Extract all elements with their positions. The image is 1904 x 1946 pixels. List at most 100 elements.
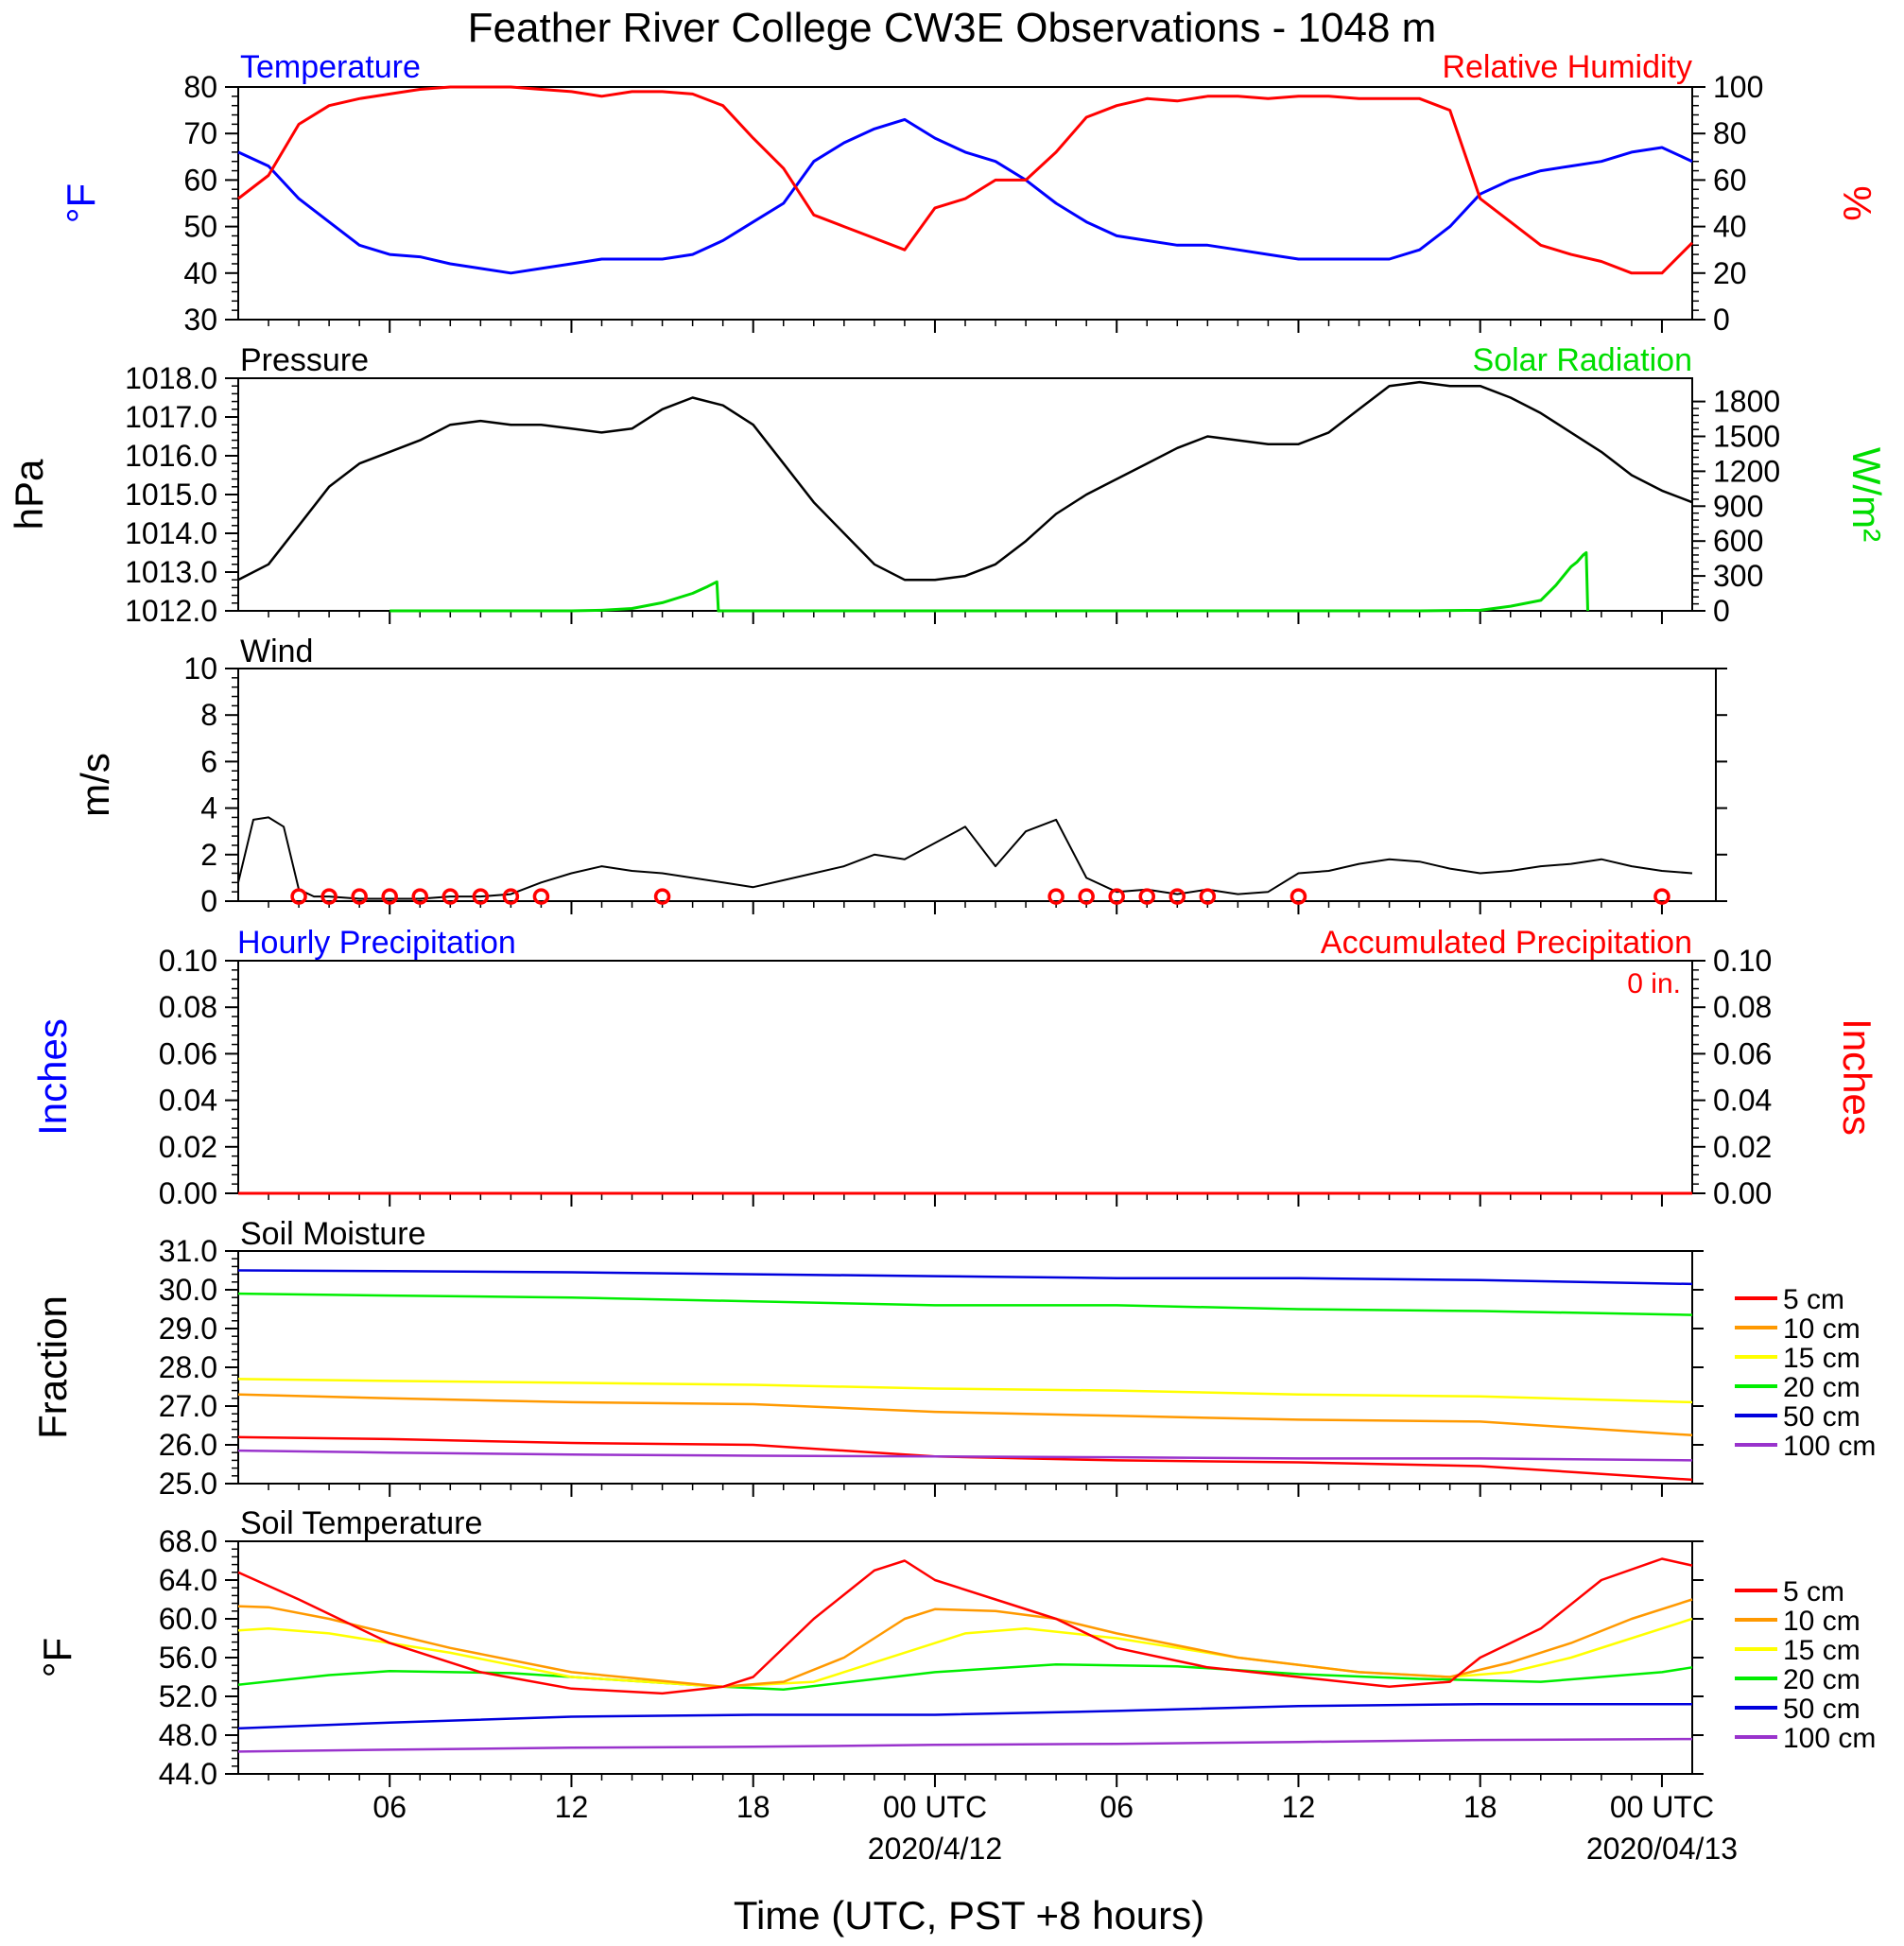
precip-left-tick-label: 0.08	[159, 990, 217, 1024]
pressure-left-tick-label: 1014.0	[125, 516, 217, 550]
pressure-right-tick-label: 300	[1713, 559, 1763, 593]
temp-plot-frame	[237, 86, 1693, 321]
pressure-solar-panel: 1012.0 1013.0 1014.0 1015.0 1016.0 1017.0 1018…	[7, 342, 1889, 628]
calm-wind-marker	[502, 888, 520, 905]
calm-wind-marker	[1199, 888, 1217, 905]
soil-moisture-legend-label: 5 cm	[1783, 1284, 1844, 1315]
pressure-right-tick-label: 1800	[1713, 385, 1780, 419]
precip-left-tick-label: 0.04	[159, 1084, 217, 1118]
time-tick-label: 06	[372, 1790, 407, 1824]
soilm-left-tick-label: 30.0	[159, 1273, 217, 1307]
wind-panel: 0 2 4 6 8 10 Wind m/s	[73, 634, 1727, 918]
soil-moisture-legend-label: 20 cm	[1783, 1372, 1861, 1403]
calm-wind-marker	[351, 888, 368, 905]
calm-wind-marker	[381, 888, 398, 905]
temp-left-tick-label: 50	[183, 210, 217, 244]
temp-ylabel: °F	[59, 183, 103, 223]
wind-left-tick-label: 4	[200, 791, 217, 825]
soil-temperature-line-5	[237, 1737, 1693, 1753]
soilt-left-tick-label: 52.0	[159, 1679, 217, 1713]
calm-wind-marker	[320, 888, 338, 905]
time-tick-label: 12	[555, 1790, 589, 1824]
soilm-left-tick-label: 26.0	[159, 1428, 217, 1462]
precip-left-tick-label: 0.00	[159, 1176, 217, 1210]
precip-left-tick-label: 0.10	[159, 944, 217, 978]
soilt-left-tick-label: 44.0	[159, 1757, 217, 1791]
precip-left-tick-label: 0.06	[159, 1036, 217, 1070]
soil-temperature-legend-label: 5 cm	[1783, 1576, 1844, 1607]
temperature-line	[237, 117, 1693, 275]
temperature-humidity-panel: 30 40 50 60 70 80 0 20 40 60 80 100 Temperature Relat…	[59, 49, 1879, 337]
temp-right-tick-label: 60	[1713, 163, 1747, 197]
soil-temperature-legend-label: 100 cm	[1783, 1723, 1876, 1754]
temp-left-tick-label: 70	[183, 116, 217, 150]
precip-ylabel-left: Inches	[30, 1018, 75, 1136]
soil-moisture-line-1	[237, 1393, 1693, 1437]
x-axis-label: Time (UTC, PST +8 hours)	[734, 1893, 1204, 1937]
calm-wind-marker	[1653, 888, 1670, 905]
calm-wind-marker	[653, 888, 671, 905]
soil-temperature-line-1	[237, 1598, 1693, 1689]
precip-right-tick-label: 0.00	[1713, 1176, 1772, 1210]
soil-moisture-line-4	[237, 1269, 1693, 1286]
soil-moisture-line-5	[237, 1449, 1693, 1462]
calm-wind-marker	[290, 888, 307, 905]
wind-left-tick-label: 10	[183, 652, 217, 686]
wind-left-tick-label: 6	[200, 744, 217, 778]
time-tick-label: 00 UTC	[883, 1790, 987, 1824]
precip-right-tick-label: 0.06	[1713, 1036, 1772, 1070]
temp-left-tick-label: 30	[183, 303, 217, 337]
pressure-title: Pressure	[240, 342, 369, 378]
soil-moisture-legend-label: 100 cm	[1783, 1431, 1876, 1462]
soilm-left-tick-label: 29.0	[159, 1312, 217, 1346]
solar-title: Solar Radiation	[1473, 342, 1692, 378]
calm-wind-marker	[1047, 888, 1065, 905]
temp-right-tick-label: 40	[1713, 210, 1747, 244]
date-label: 2020/04/13	[1586, 1832, 1738, 1866]
soilt-left-tick-label: 60.0	[159, 1602, 217, 1636]
precip-right-tick-label: 0.08	[1713, 990, 1772, 1024]
time-tick-label: 18	[736, 1790, 770, 1824]
soil-moisture-line-2	[237, 1378, 1693, 1404]
pressure-left-tick-label: 1013.0	[125, 555, 217, 589]
calm-wind-marker	[1078, 888, 1095, 905]
temp-right-tick-label: 100	[1713, 70, 1763, 104]
soil-temperature-legend-label: 20 cm	[1783, 1664, 1861, 1695]
temp-right-tick-label: 0	[1713, 303, 1730, 337]
wind-ylabel: m/s	[73, 753, 117, 817]
soil-temperature-line-2	[237, 1617, 1693, 1689]
wind-left-tick-label: 0	[200, 884, 217, 918]
calm-wind-marker	[532, 888, 550, 905]
time-tick-label: 00 UTC	[1610, 1790, 1714, 1824]
pressure-left-tick-label: 1015.0	[125, 478, 217, 512]
wind-left-tick-label: 8	[200, 698, 217, 732]
precip-right-tick-label: 0.04	[1713, 1084, 1772, 1118]
soil-moisture-legend-label: 50 cm	[1783, 1401, 1861, 1433]
solar-ylabel: W/m²	[1844, 447, 1889, 542]
time-tick-label: 12	[1282, 1790, 1316, 1824]
soil-temperature-legend-label: 10 cm	[1783, 1606, 1861, 1637]
soil-temperature-line-3	[237, 1662, 1693, 1692]
soilm-left-tick-label: 31.0	[159, 1234, 217, 1268]
time-tick-label: 06	[1099, 1790, 1134, 1824]
calm-wind-marker	[411, 888, 428, 905]
soil-temperature-legend-label: 15 cm	[1783, 1635, 1861, 1666]
pressure-ylabel: hPa	[7, 459, 51, 530]
pressure-right-tick-label: 600	[1713, 524, 1763, 558]
temp-left-tick-label: 60	[183, 163, 217, 197]
precip-right-tick-label: 0.10	[1713, 944, 1772, 978]
wind-title: Wind	[240, 634, 313, 669]
pressure-line	[237, 380, 1693, 582]
humidity-ylabel: %	[1835, 185, 1879, 220]
soilt-left-tick-label: 56.0	[159, 1641, 217, 1675]
precip-right-tick-label: 0.02	[1713, 1130, 1772, 1164]
wind-plot-frame	[237, 668, 1717, 902]
humidity-title: Relative Humidity	[1442, 49, 1692, 85]
pressure-left-tick-label: 1018.0	[125, 361, 217, 395]
temp-right-tick-label: 20	[1713, 256, 1747, 290]
accum-precip-title: Accumulated Precipitation	[1321, 925, 1692, 961]
pressure-right-tick-label: 0	[1713, 594, 1730, 628]
calm-wind-marker	[1138, 888, 1155, 905]
pressure-right-tick-label: 1500	[1713, 420, 1780, 454]
